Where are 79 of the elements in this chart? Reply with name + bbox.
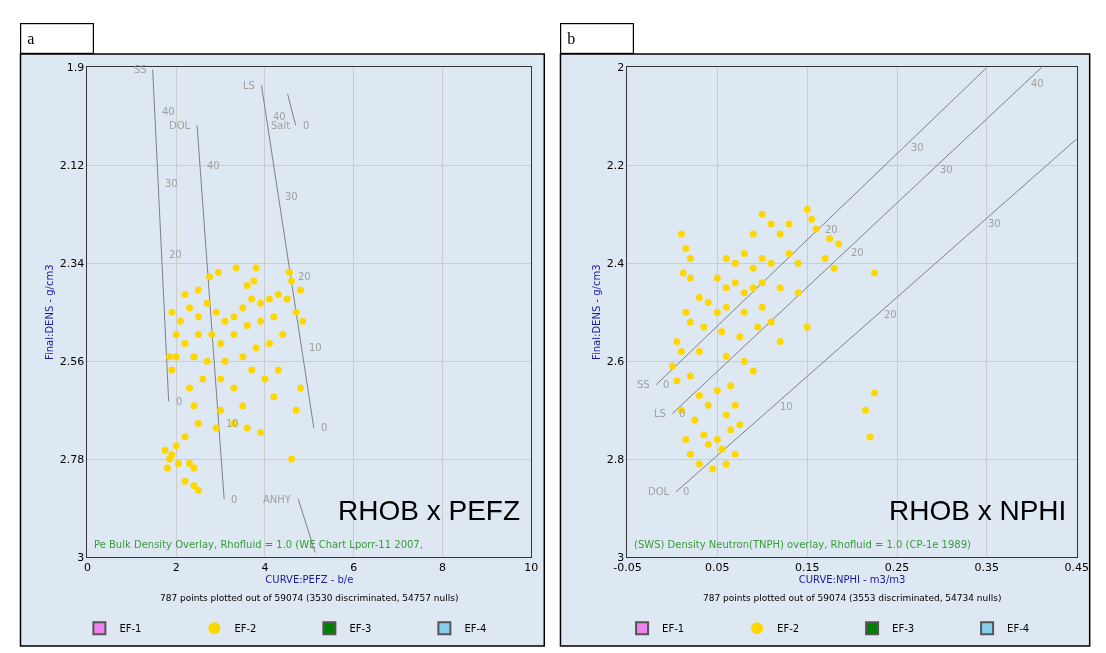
x-tick-label: -0.05 xyxy=(613,561,642,575)
line-series xyxy=(196,124,225,500)
line-series xyxy=(655,67,988,386)
x-tick-label: 10 xyxy=(524,561,539,575)
annotation: 40 xyxy=(273,111,286,122)
series-label: DOL xyxy=(169,120,191,131)
annotation: 0 xyxy=(663,379,670,390)
y-tick-label: 2.4 xyxy=(606,257,625,271)
legend-label: EF-3 xyxy=(892,623,915,635)
legend-label: EF-2 xyxy=(777,623,800,635)
legend-label: EF-2 xyxy=(234,623,257,635)
annotation: 30 xyxy=(988,218,1001,229)
y-tick-label: 2.8 xyxy=(606,452,625,466)
x-tick-label: 0.45 xyxy=(1064,561,1089,575)
annotation: 10 xyxy=(226,418,239,429)
x-tick-label: 4 xyxy=(261,561,269,575)
x-axis-title: CURVE:PEFZ - b/e xyxy=(265,574,354,586)
x-axis-title: CURVE:NPHI - m3/m3 xyxy=(798,574,906,586)
annotation: 0 xyxy=(321,422,328,433)
annotation: 20 xyxy=(298,271,311,282)
annotation: 40 xyxy=(1031,78,1044,89)
y-tick-label: 2.6 xyxy=(606,355,625,369)
annotation: 10 xyxy=(780,401,793,412)
y-tick-label: 1.9 xyxy=(66,61,85,75)
series-label: SS xyxy=(134,64,147,75)
x-tick-label: 0.05 xyxy=(705,561,730,575)
annotation: 20 xyxy=(825,224,838,235)
series-label: Salt xyxy=(271,120,291,131)
y-tick-label: 2.56 xyxy=(59,355,85,369)
x-tick-label: 0 xyxy=(83,561,91,575)
series-label: SS xyxy=(637,379,650,390)
y-tick-label: 2.34 xyxy=(59,257,85,271)
text: 787 points plotted out of 59074 (3553 discriminated, 54734 nulls) xyxy=(703,593,1002,603)
y-axis-title: Final:DENS - g/cm3 xyxy=(43,264,55,361)
annotation: 10 xyxy=(309,342,322,353)
series-label: LS xyxy=(243,80,255,91)
annotation: 0 xyxy=(176,396,183,407)
series-label: LS xyxy=(654,408,666,419)
annotation: 0 xyxy=(303,120,310,131)
x-tick-label: 8 xyxy=(439,561,447,575)
y-tick-label: 3 xyxy=(617,550,625,564)
annotation: 40 xyxy=(162,106,175,117)
annotation: 40 xyxy=(207,160,220,171)
annotation: 30 xyxy=(940,164,953,175)
series-label: ANHY xyxy=(263,494,292,505)
legend-label: EF-1 xyxy=(119,623,142,635)
annotation: 20 xyxy=(169,249,182,260)
annotation: RHOB x PEFZ xyxy=(338,495,521,526)
legend-label: EF-4 xyxy=(464,623,487,635)
x-tick-label: 6 xyxy=(350,561,358,575)
x-tick-label: 0.35 xyxy=(974,561,1000,575)
chart-title: b xyxy=(567,30,576,48)
annotation: 20 xyxy=(851,247,864,258)
annotation: (SWS) Density Neutron(TNPH) overlay, Rhofluid = 1.0 (CP-1e 1989) xyxy=(634,539,972,550)
y-tick-label: 2.2 xyxy=(606,159,625,173)
x-tick-label: 0.25 xyxy=(884,561,910,575)
y-tick-label: 3 xyxy=(77,550,85,564)
y-tick-label: 2.12 xyxy=(59,159,85,173)
x-tick-label: 2 xyxy=(172,561,180,575)
annotation: Pe Bulk Density Overlay, Rhofluid = 1.0 (WE Chart Lporr-11 2007, xyxy=(94,539,423,550)
annotation: 30 xyxy=(285,191,298,202)
y-tick-label: 2.78 xyxy=(59,452,85,466)
line-series xyxy=(675,138,1077,493)
legend-label: EF-3 xyxy=(349,623,372,635)
y-tick-label: 2 xyxy=(617,61,625,75)
legend-label: EF-4 xyxy=(1007,623,1030,635)
annotation: 0 xyxy=(231,494,238,505)
annotation: RHOB x NPHI xyxy=(889,495,1067,526)
legend-label: EF-1 xyxy=(662,623,685,635)
annotation: 30 xyxy=(165,178,178,189)
annotation: 20 xyxy=(884,309,897,320)
text: 787 points plotted out of 59074 (3530 discriminated, 54757 nulls) xyxy=(160,593,459,603)
y-axis-title: Final:DENS - g/cm3 xyxy=(590,264,602,361)
annotation: 30 xyxy=(911,142,924,153)
annotation: 0 xyxy=(683,486,690,497)
x-tick-label: 0.15 xyxy=(794,561,820,575)
line-series xyxy=(671,67,1043,415)
chart-title: a xyxy=(27,30,35,48)
series-label: DOL xyxy=(648,486,670,497)
